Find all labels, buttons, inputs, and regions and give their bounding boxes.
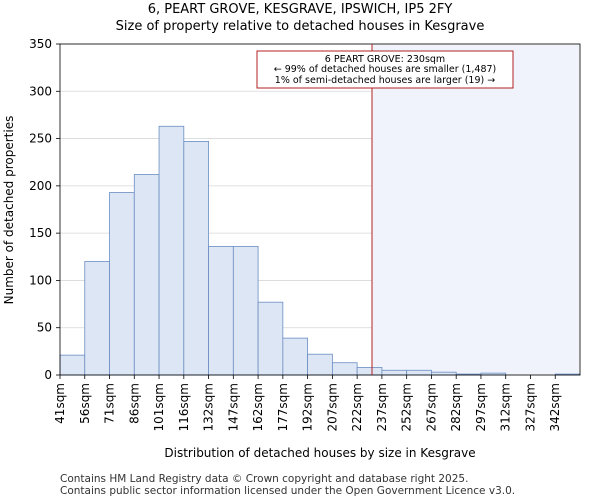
larger-than-subject-region — [372, 44, 580, 375]
x-tick-label: 312sqm — [499, 383, 513, 431]
x-tick-label: 86sqm — [127, 383, 141, 424]
x-tick-label: 252sqm — [400, 383, 414, 431]
footer-copyright: Contains HM Land Registry data © Crown c… — [60, 473, 469, 485]
bar-162sqm — [257, 301, 284, 376]
x-tick-label: 192sqm — [301, 383, 315, 431]
x-tick-label: 116sqm — [177, 383, 191, 431]
x-tick-label: 101sqm — [152, 383, 166, 431]
x-tick-label: 267sqm — [424, 383, 438, 431]
y-tick-label: 150 — [29, 226, 52, 240]
x-axis: 41sqm 56sqm 71sqm 86sqm 101sqm 116sqm 132sqm 14… — [53, 375, 562, 431]
y-axis-label: Number of detached properties — [2, 116, 16, 305]
x-tick-label: 297sqm — [474, 383, 488, 431]
bar-207sqm — [331, 362, 358, 376]
bar-41sqm — [59, 354, 86, 376]
x-tick-label: 132sqm — [202, 383, 216, 431]
x-tick-label: 222sqm — [350, 383, 364, 431]
bar-252sqm — [406, 369, 432, 376]
x-tick-label: 207sqm — [325, 383, 339, 431]
x-tick-label: 56sqm — [78, 383, 92, 424]
bar-132sqm — [208, 245, 234, 376]
y-tick-label: 300 — [29, 84, 52, 98]
x-tick-label: 162sqm — [251, 383, 265, 431]
x-tick-label: 177sqm — [276, 383, 290, 431]
y-tick-label: 0 — [44, 368, 52, 382]
bar-116sqm — [183, 141, 209, 376]
y-tick-label: 200 — [29, 179, 52, 193]
bar-101sqm — [158, 125, 185, 376]
annotation-line-3: 1% of semi-detached houses are larger (1… — [275, 75, 495, 86]
x-tick-label: 282sqm — [449, 383, 463, 431]
footer-licence: Contains public sector information licen… — [60, 485, 516, 497]
y-axis: 0 50 100 150 200 250 300 350 — [29, 37, 60, 382]
x-tick-label: 327sqm — [523, 383, 537, 431]
x-tick-label: 237sqm — [375, 383, 389, 431]
x-tick-label: 71sqm — [103, 383, 117, 424]
x-tick-label: 342sqm — [548, 383, 562, 431]
y-tick-label: 50 — [37, 321, 52, 335]
bar-56sqm — [84, 261, 110, 376]
annotation-line-2: ← 99% of detached houses are smaller (1,… — [274, 64, 497, 75]
bar-222sqm — [356, 367, 383, 376]
annotation-line-1: 6 PEART GROVE: 230sqm — [325, 54, 445, 65]
bar-237sqm — [381, 369, 408, 376]
x-axis-label: Distribution of detached houses by size … — [164, 446, 475, 460]
y-tick-label: 350 — [29, 37, 52, 51]
bar-192sqm — [307, 353, 333, 376]
x-tick-label: 41sqm — [53, 383, 67, 424]
y-tick-label: 250 — [29, 132, 52, 146]
bar-86sqm — [133, 174, 160, 376]
chart-title: 6, PEART GROVE, KESGRAVE, IPSWICH, IP5 2… — [147, 2, 453, 17]
bar-177sqm — [282, 337, 309, 376]
y-tick-label: 100 — [29, 273, 52, 287]
annotation-frame — [256, 50, 514, 89]
bar-71sqm — [109, 192, 135, 376]
bar-147sqm — [232, 245, 259, 376]
bar-267sqm — [431, 371, 457, 376]
chart-subtitle: Size of property relative to detached ho… — [115, 19, 485, 34]
annotation-box: 6 PEART GROVE: 230sqm ← 99% of detached … — [256, 50, 514, 89]
plot-frame — [59, 43, 581, 376]
x-tick-label: 147sqm — [226, 383, 240, 431]
